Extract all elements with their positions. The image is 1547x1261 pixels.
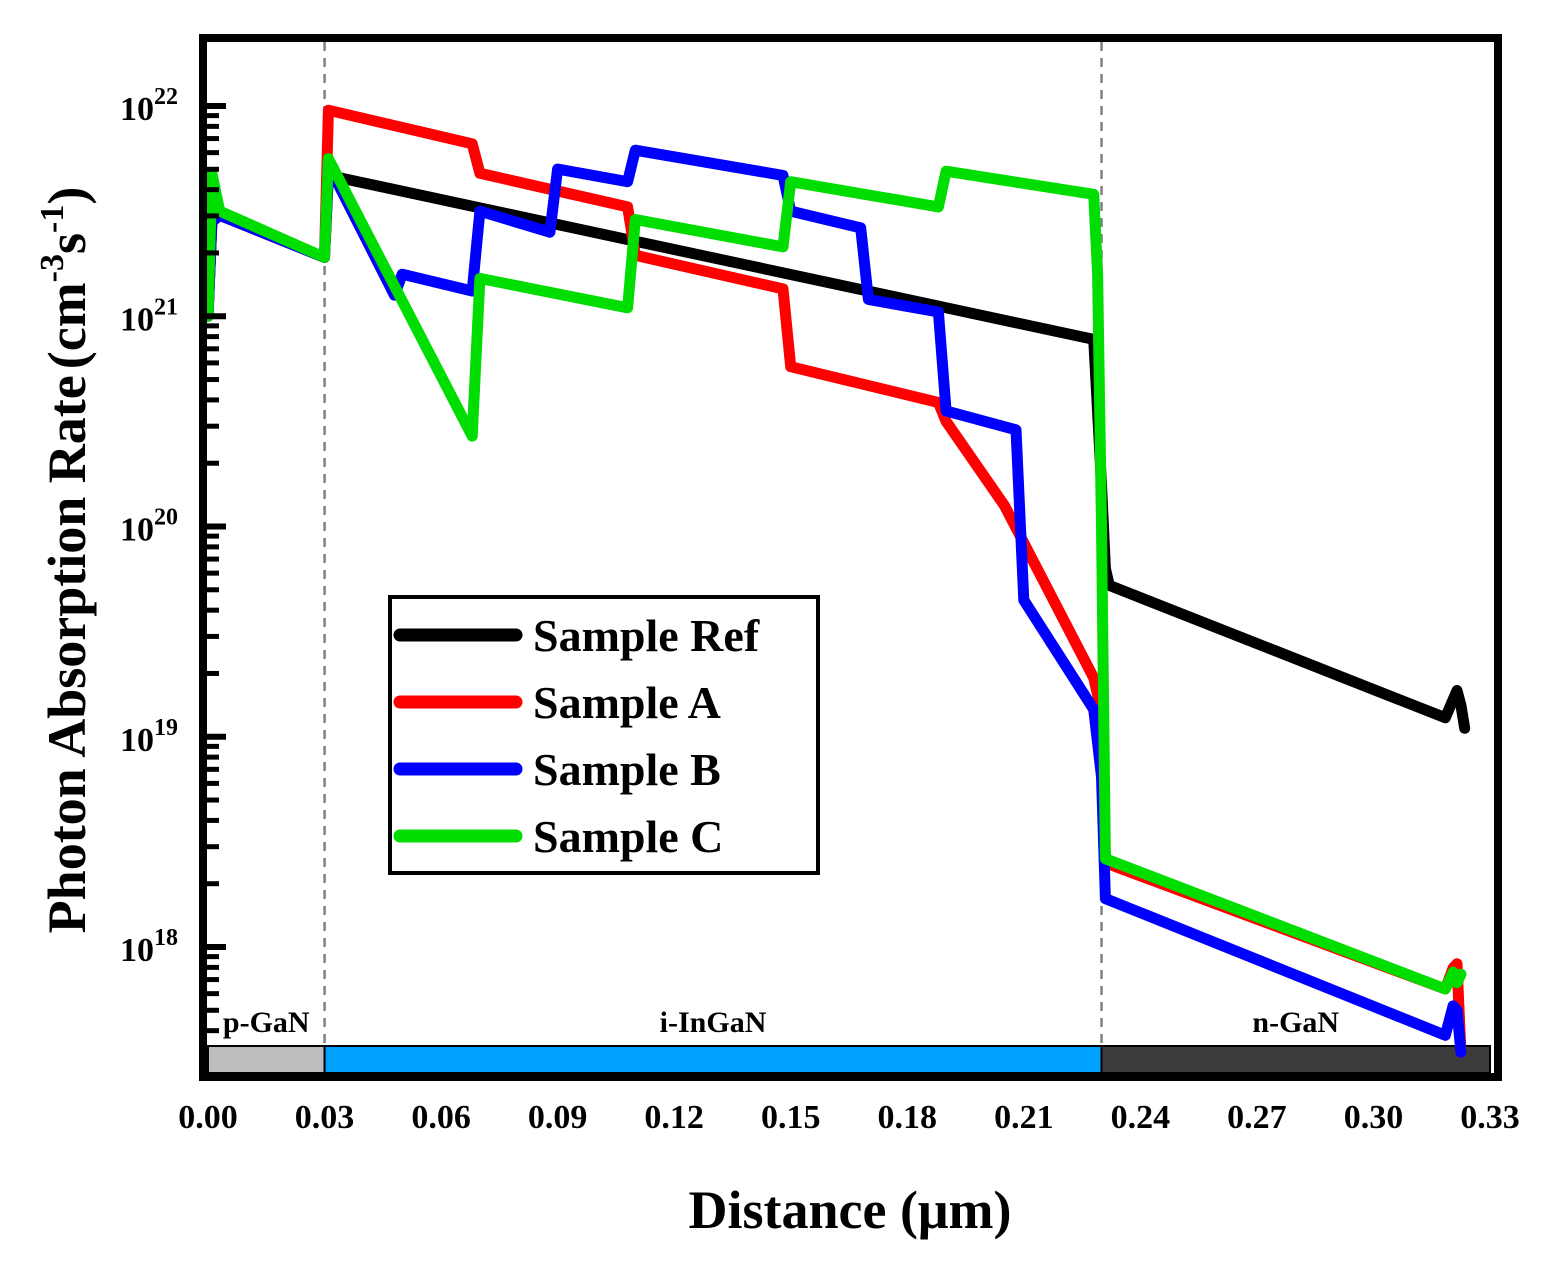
- y-axis-title-exp2: -1: [34, 205, 71, 233]
- legend-label-sample-ref: Sample Ref: [533, 610, 760, 661]
- y-tick-label: 1022: [120, 84, 178, 128]
- x-axis-title: Distance (μm): [688, 1180, 1011, 1240]
- x-tick-label: 0.18: [878, 1099, 938, 1136]
- x-tick-label: 0.12: [644, 1099, 704, 1136]
- region-labels: p-GaN i-InGaN n-GaN: [223, 1006, 1339, 1039]
- x-tick-label: 0.15: [761, 1099, 821, 1136]
- legend: Sample Ref Sample A Sample B Sample C: [388, 595, 820, 875]
- series-lines: [202, 104, 1471, 1058]
- y-axis-ticks: 1018 1019 1020 1021 1022: [120, 84, 226, 1034]
- y-tick-label: 1021: [120, 294, 178, 338]
- x-tick-label: 0.33: [1460, 1099, 1520, 1136]
- region-bar-n-gan: [1100, 1045, 1491, 1074]
- region-bars: [207, 1045, 1491, 1074]
- y-axis-title-main: Photon Absorption Rate: [37, 375, 97, 933]
- region-label-n-gan: n-GaN: [1252, 1006, 1339, 1039]
- region-label-p-gan: p-GaN: [223, 1006, 310, 1039]
- series-line-sample-c: [202, 153, 1467, 995]
- y-axis-title: Photon Absorption Rate(cm-3s-1): [34, 187, 97, 934]
- x-tick-label: 0.03: [295, 1099, 355, 1136]
- y-axis-title-unit: (cm: [37, 282, 97, 369]
- y-tick-label: 1020: [120, 505, 178, 549]
- region-bar-p-gan: [207, 1045, 326, 1074]
- x-tick-label: 0.24: [1111, 1099, 1171, 1136]
- region-label-i-ingan: i-InGaN: [660, 1006, 767, 1039]
- y-tick-label: 1018: [120, 925, 178, 969]
- x-tick-label: 0.30: [1344, 1099, 1404, 1136]
- plot-frame: [199, 34, 1502, 1081]
- x-tick-label: 0.06: [411, 1099, 471, 1136]
- x-tick-label: 0.21: [994, 1099, 1054, 1136]
- legend-label-sample-b: Sample B: [533, 744, 721, 795]
- legend-label-sample-a: Sample A: [533, 677, 721, 728]
- x-axis-ticks: 0.00 0.03 0.06 0.09 0.12 0.15 0.18 0.21 0.24 0.27…: [178, 1099, 1520, 1136]
- x-tick-label: 0.00: [178, 1099, 238, 1136]
- y-axis-title-exp1: -3: [34, 254, 71, 282]
- region-boundaries: [323, 42, 1103, 1046]
- y-axis-title-close: ): [37, 187, 97, 205]
- x-tick-label: 0.09: [528, 1099, 588, 1136]
- region-bar-i-ingan: [323, 1045, 1103, 1074]
- y-axis-title-s: s: [37, 233, 97, 254]
- legend-items: Sample Ref Sample A Sample B Sample C: [393, 610, 760, 862]
- y-tick-label: 1019: [120, 715, 178, 759]
- legend-label-sample-c: Sample C: [533, 811, 723, 862]
- series-line-sample-a: [202, 104, 1467, 1058]
- legend-box: [388, 595, 820, 875]
- x-tick-label: 0.27: [1227, 1099, 1287, 1136]
